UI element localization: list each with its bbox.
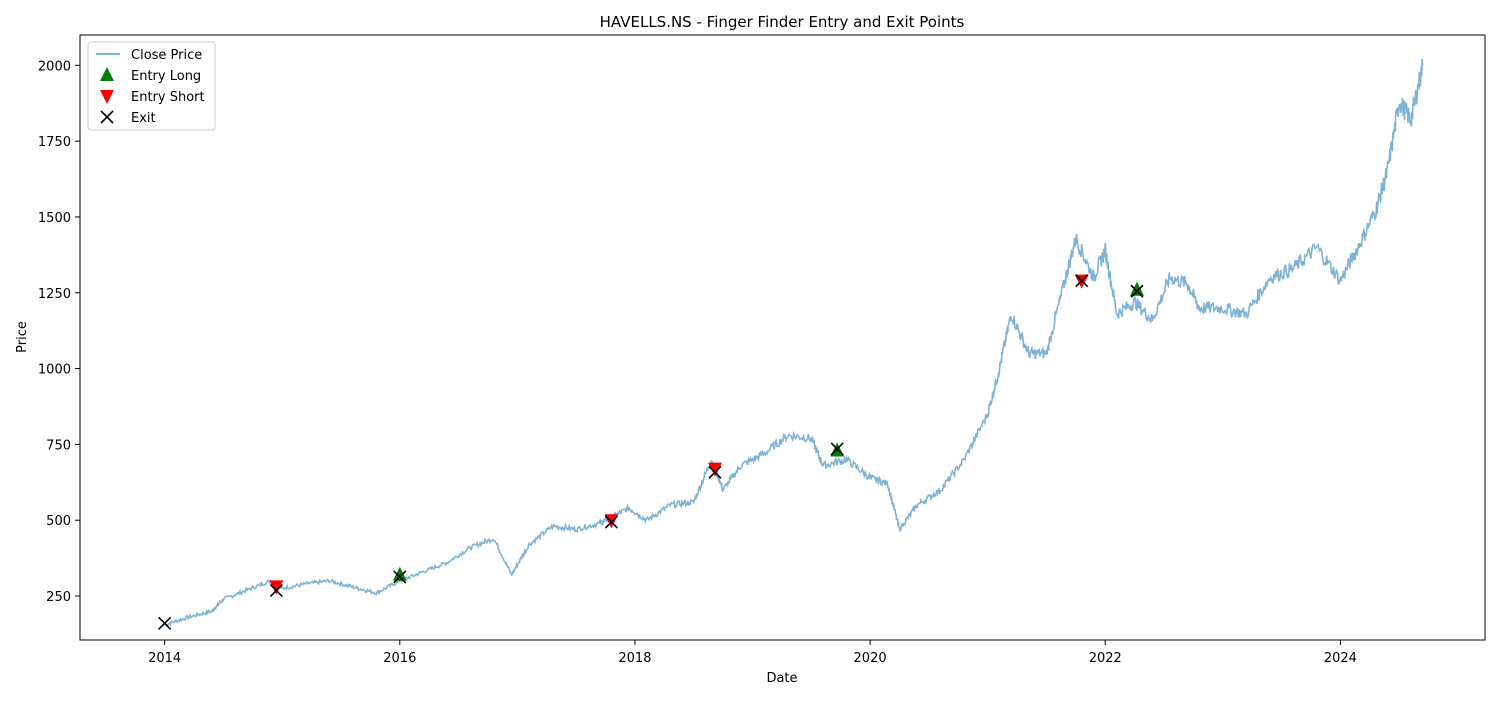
exit-marker (158, 616, 172, 630)
entry-short-marker (707, 462, 722, 477)
legend-label: Exit (131, 111, 156, 126)
x-tick-label: 2016 (383, 651, 416, 666)
legend-triangle-up-swatch (100, 67, 114, 81)
legend-box (87, 41, 216, 131)
y-tick-label: 1500 (38, 211, 71, 226)
x-axis: 2014 2016 2018 2020 2022 2024 (148, 640, 1357, 666)
x-tick-label: 2014 (148, 651, 181, 666)
plot-frame (79, 34, 1486, 641)
y-tick-label: 500 (46, 514, 71, 529)
x-tick-label: 2024 (1324, 651, 1357, 666)
chart-title: HAVELLS.NS - Finger Finder Entry and Exi… (600, 13, 965, 31)
series-layer (164, 58, 1424, 627)
entry-long-marker (1129, 281, 1144, 296)
exit-marker (269, 584, 283, 598)
legend-label: Entry Long (131, 69, 201, 84)
legend: Close Price Entry Long Entry Short Exit (87, 41, 216, 131)
legend-item: Entry Long (100, 67, 201, 84)
series-line-close-price (164, 58, 1424, 627)
exit-marker (708, 465, 722, 479)
entry-long-marker (392, 566, 407, 581)
y-axis-label: Price (15, 321, 30, 353)
y-tick-label: 2000 (38, 59, 71, 74)
exit-marker (1075, 274, 1089, 288)
exit-marker (1130, 284, 1144, 298)
legend-item: Close Price (96, 48, 202, 63)
y-axis: 250 500 750 1000 1250 1500 1750 2000 (38, 59, 80, 605)
y-tick-label: 1000 (38, 363, 71, 378)
y-tick-label: 750 (46, 438, 71, 453)
y-tick-label: 1750 (38, 135, 71, 150)
exit-marker (393, 570, 407, 584)
exit-marker (830, 442, 844, 456)
y-tick-label: 1250 (38, 287, 71, 302)
markers-layer (158, 274, 1144, 630)
legend-item: Entry Short (100, 90, 205, 105)
legend-item: Exit (100, 110, 156, 126)
legend-triangle-down-swatch (100, 90, 114, 104)
exit-marker (604, 515, 618, 529)
x-tick-label: 2020 (854, 651, 887, 666)
legend-label: Entry Short (131, 90, 205, 105)
entry-short-marker (269, 580, 284, 595)
x-tick-label: 2018 (618, 651, 651, 666)
legend-label: Close Price (131, 48, 202, 63)
x-tick-label: 2022 (1089, 651, 1122, 666)
x-axis-label: Date (766, 671, 797, 686)
legend-x-swatch (100, 110, 114, 124)
y-tick-label: 250 (46, 590, 71, 605)
